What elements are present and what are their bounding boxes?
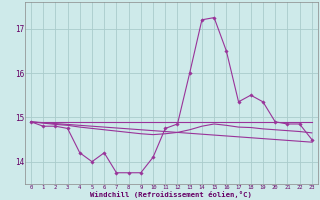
X-axis label: Windchill (Refroidissement éolien,°C): Windchill (Refroidissement éolien,°C) [91, 191, 252, 198]
